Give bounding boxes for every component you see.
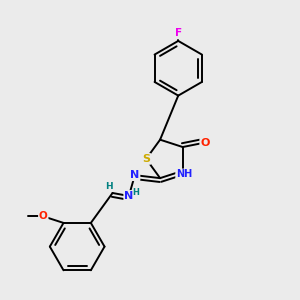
Text: H: H: [132, 188, 139, 197]
Text: F: F: [175, 28, 182, 38]
Text: O: O: [39, 212, 48, 221]
Text: H: H: [105, 182, 113, 191]
Text: NH: NH: [176, 169, 192, 179]
Text: S: S: [142, 154, 150, 164]
Text: O: O: [200, 138, 210, 148]
Text: N: N: [124, 191, 134, 201]
Text: N: N: [130, 170, 140, 180]
